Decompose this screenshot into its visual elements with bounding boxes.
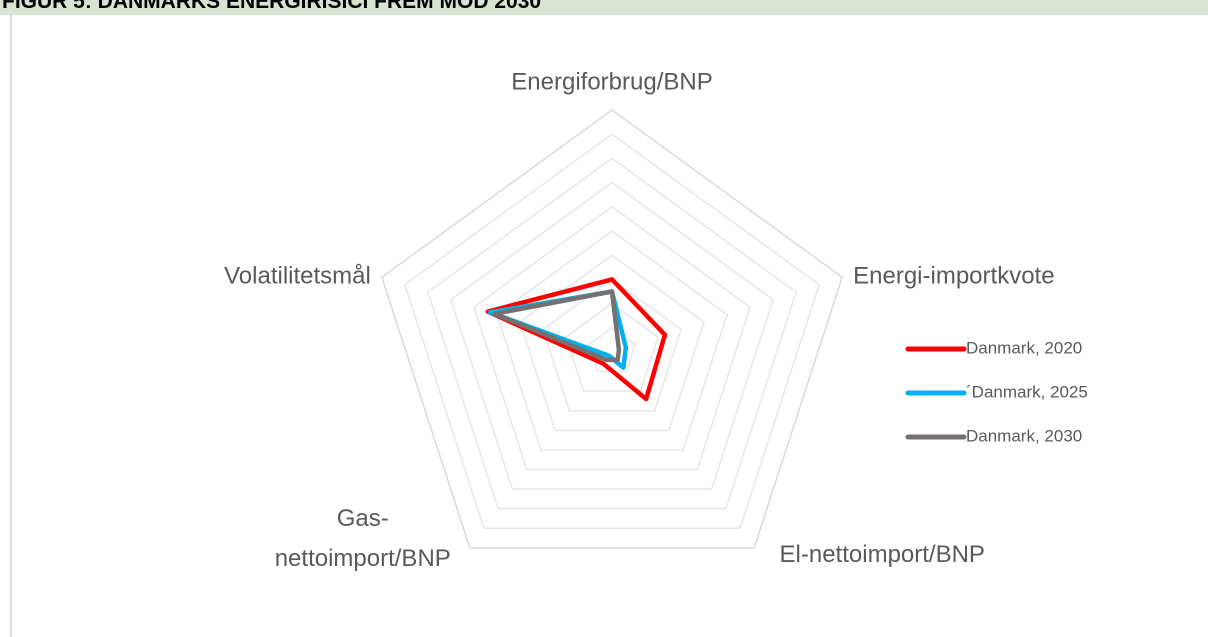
axis-label: Gas-nettoimport/BNP — [275, 505, 451, 572]
header-band — [0, 0, 1208, 15]
series-line — [492, 289, 622, 363]
grid-ring — [519, 254, 705, 432]
axis-label: Energiforbrug/BNP — [511, 68, 712, 95]
grid-ring — [473, 205, 751, 471]
series-line — [485, 277, 668, 402]
axis-label: Volatilitetsmål — [224, 263, 371, 290]
grid-ring — [496, 230, 728, 451]
legend-label: ´Danmark, 2025 — [966, 382, 1088, 401]
grid-ring — [403, 133, 821, 529]
grid-ring — [380, 109, 844, 549]
grid-ring — [426, 157, 798, 510]
legend-label: Danmark, 2020 — [966, 338, 1082, 357]
axis-label: Energi-importkvote — [853, 263, 1054, 290]
grid-ring — [450, 181, 774, 490]
axis-label: El-nettoimport/BNP — [780, 541, 985, 568]
chart-title: FIGUR 5: DANMARKS ENERGIRISICI FREM MOD … — [2, 0, 541, 13]
grid-ring — [565, 302, 659, 392]
legend-label: Danmark, 2030 — [966, 426, 1082, 445]
grid-ring — [542, 278, 682, 412]
